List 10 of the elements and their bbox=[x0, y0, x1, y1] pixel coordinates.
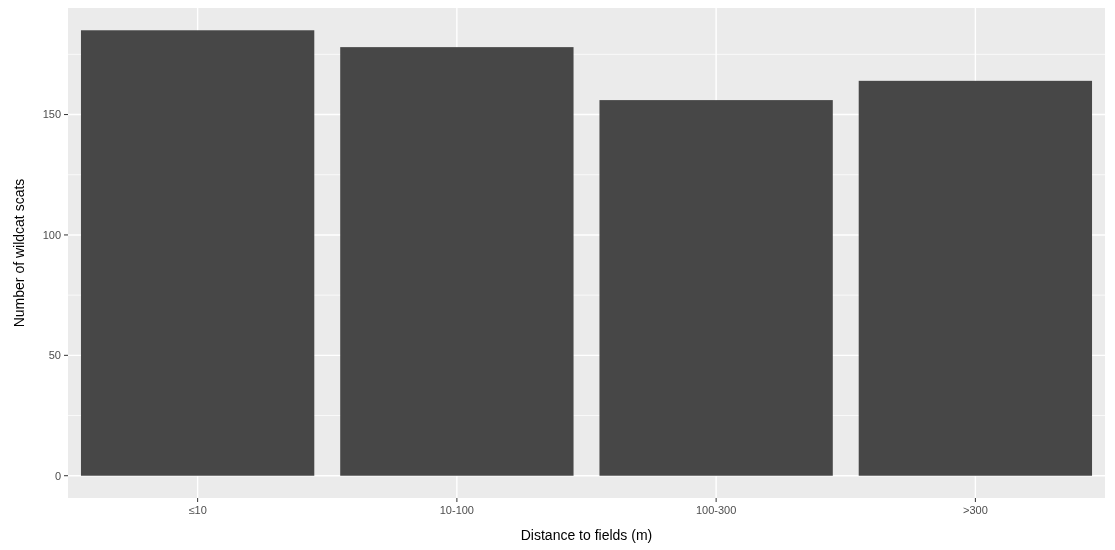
x-tick-label: 10-100 bbox=[439, 504, 475, 516]
y-tick-label: 100 bbox=[42, 228, 61, 241]
x-axis-title: Distance to fields (m) bbox=[520, 527, 653, 543]
x-tick-label: ≤10 bbox=[188, 504, 207, 516]
y-tick-label: 50 bbox=[48, 349, 61, 362]
x-tick-label: >300 bbox=[962, 504, 988, 516]
y-axis-title: Number of wildcat scats bbox=[11, 178, 27, 328]
y-tick-label: 0 bbox=[54, 469, 61, 482]
x-tick-label: 100-300 bbox=[695, 504, 737, 516]
y-tick-label: 150 bbox=[42, 108, 61, 121]
